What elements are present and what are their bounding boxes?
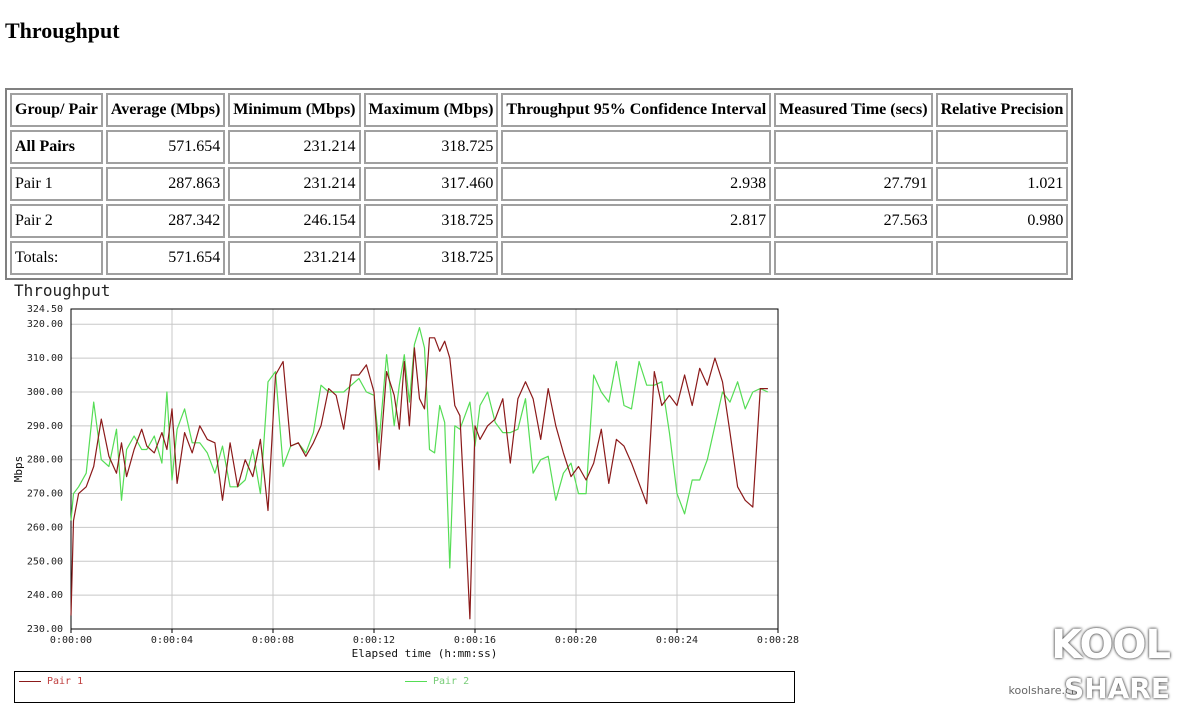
table-cell: 571.654: [105, 241, 226, 275]
x-tick-label: 0:00:12: [353, 635, 395, 646]
plot-frame: [70, 308, 779, 630]
table-cell: 246.154: [228, 204, 361, 238]
table-cell: 0.980: [935, 204, 1069, 238]
col-header-group-pair: Group/ Pair: [10, 93, 103, 127]
table-cell: [501, 241, 772, 275]
legend-swatch: [19, 680, 41, 682]
legend-item-pair-2: Pair 2: [405, 676, 469, 687]
table-cell: [774, 241, 933, 275]
y-tick-label: 260.00: [27, 522, 63, 533]
table-cell: 2.817: [501, 204, 772, 238]
throughput-line-chart: 324.50 320.00 310.00 300.00 290.00 280.00 270.…: [12, 304, 799, 660]
y-tick-label: 320.00: [27, 319, 63, 330]
legend-label: Pair 2: [433, 676, 470, 687]
table-cell: 318.725: [363, 130, 499, 164]
table-cell: Pair 2: [10, 204, 103, 238]
y-tick-label: 270.00: [27, 489, 63, 500]
col-header-average: Average (Mbps): [105, 93, 226, 127]
table-cell: 27.791: [774, 167, 933, 201]
watermark-site: koolshare.cn: [1008, 684, 1078, 697]
y-tick-label: 280.00: [27, 455, 63, 466]
col-header-confidence: Throughput 95% Confidence Interval: [501, 93, 772, 127]
table-cell: [501, 130, 772, 164]
table-cell: 318.725: [363, 204, 499, 238]
y-tick-label: 290.00: [27, 421, 63, 432]
y-tick-label: 300.00: [27, 387, 63, 398]
table-cell: 231.214: [228, 241, 361, 275]
y-tick-label: 230.00: [27, 624, 63, 635]
table-cell: [774, 130, 933, 164]
table-cell: 287.863: [105, 167, 226, 201]
col-header-minimum: Minimum (Mbps): [228, 93, 361, 127]
x-tick-label: 0:00:28: [757, 635, 799, 646]
table-cell: 571.654: [105, 130, 226, 164]
col-header-measured-time: Measured Time (secs): [774, 93, 933, 127]
table-cell: [935, 241, 1069, 275]
table-row: All Pairs 571.654 231.214 318.725: [10, 130, 1069, 164]
watermark-logo-bottom: SHARE: [1064, 672, 1170, 705]
table-cell: Totals:: [10, 241, 103, 275]
table-row: Pair 2 287.342 246.154 318.725 2.817 27.…: [10, 204, 1069, 238]
table-cell: Pair 1: [10, 167, 103, 201]
col-header-maximum: Maximum (Mbps): [363, 93, 499, 127]
y-tick-label: 250.00: [27, 556, 63, 567]
table-cell: All Pairs: [10, 130, 103, 164]
series-line-pair-1: [70, 337, 768, 620]
x-tick-label: 0:00:24: [656, 635, 698, 646]
legend-item-pair-1: Pair 1: [19, 676, 83, 687]
col-header-relative-precision: Relative Precision: [935, 93, 1069, 127]
watermark-logo-top: KOOL: [1051, 622, 1171, 668]
x-axis-label: Elapsed time (h:mm:ss): [352, 647, 498, 660]
y-tick-label: 240.00: [27, 590, 63, 601]
table-cell: [935, 130, 1069, 164]
table-cell: 317.460: [363, 167, 499, 201]
chart-title: Throughput: [14, 281, 111, 300]
x-tick-label: 0:00:00: [50, 635, 92, 646]
x-tick-label: 0:00:20: [555, 635, 597, 646]
table-cell: 1.021: [935, 167, 1069, 201]
table-row: Pair 1 287.863 231.214 317.460 2.938 27.…: [10, 167, 1069, 201]
x-tick-label: 0:00:08: [252, 635, 294, 646]
x-tick-label: 0:00:16: [454, 635, 496, 646]
throughput-table: Group/ Pair Average (Mbps) Minimum (Mbps…: [5, 88, 1074, 280]
x-tick-label: 0:00:04: [151, 635, 193, 646]
chart-legend: Pair 1 Pair 2: [14, 671, 795, 703]
series-line-pair-2: [70, 327, 769, 569]
y-tick-label: 324.50: [27, 304, 63, 315]
y-axis-label: Mbps: [12, 456, 25, 483]
page-title: Throughput: [5, 18, 120, 43]
table-cell: 318.725: [363, 241, 499, 275]
table-cell: 231.214: [228, 167, 361, 201]
table-row: Totals: 571.654 231.214 318.725: [10, 241, 1069, 275]
table-cell: 287.342: [105, 204, 226, 238]
legend-label: Pair 1: [47, 676, 84, 687]
table-cell: 231.214: [228, 130, 361, 164]
table-header-row: Group/ Pair Average (Mbps) Minimum (Mbps…: [10, 93, 1069, 127]
legend-swatch: [405, 680, 427, 682]
y-tick-label: 310.00: [27, 353, 63, 364]
table-cell: 27.563: [774, 204, 933, 238]
koolshare-watermark: KOOL koolshare.cn SHARE: [1008, 622, 1188, 712]
table-cell: 2.938: [501, 167, 772, 201]
